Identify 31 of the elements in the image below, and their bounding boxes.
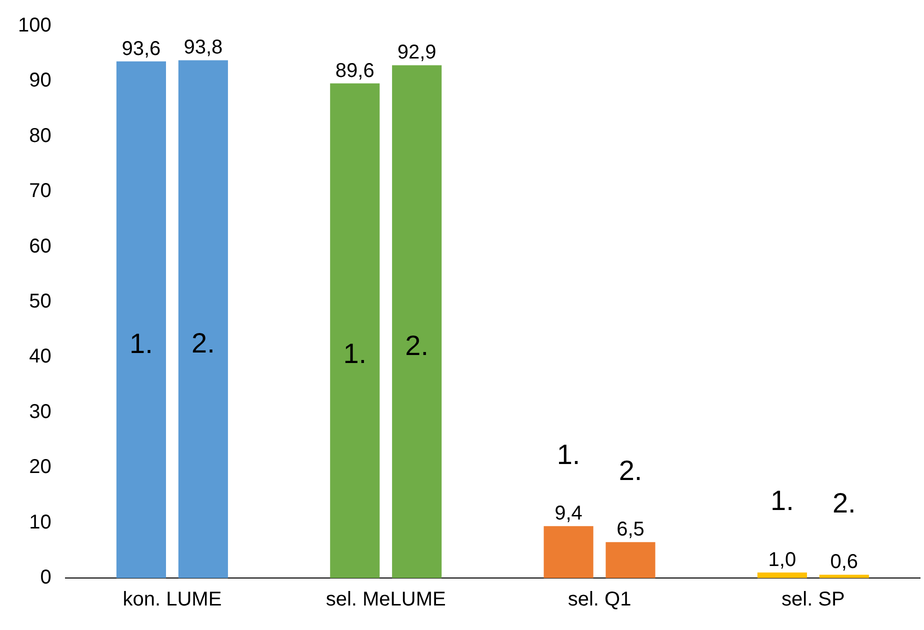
y-tick-label: 100: [18, 14, 52, 37]
data-label: 0,6: [830, 551, 858, 574]
x-tick-label: sel. Q1: [568, 588, 632, 611]
text: 1.: [770, 485, 794, 516]
y-tick-label: 70: [29, 180, 52, 202]
y-tick-label: 90: [29, 70, 52, 92]
data-label: 6,5: [616, 518, 644, 541]
data-label: 93,8: [184, 36, 223, 59]
x-tick-label: kon. LUME: [122, 588, 222, 611]
text: 2.: [832, 487, 856, 518]
y-tick-label: 30: [29, 400, 52, 423]
text: 1.: [343, 338, 367, 370]
data-label: 89,6: [335, 60, 374, 82]
y-tick-label: 60: [29, 235, 52, 258]
data-label: 1,0: [768, 548, 796, 571]
x-tick-label: sel. MeLUME: [326, 588, 446, 611]
y-tick-label: 0: [40, 566, 52, 589]
series-label: 1.: [130, 328, 153, 360]
series-label: 2.: [405, 330, 429, 361]
y-tick-label: 50: [29, 290, 52, 313]
data-label: 92,9: [397, 42, 436, 64]
y-tick-label: 20: [29, 456, 52, 478]
data-label: 9,4: [554, 502, 582, 525]
x-tick-label: sel. SP: [781, 588, 845, 611]
text: 2.: [618, 454, 642, 486]
y-tick-label: 40: [29, 346, 52, 368]
data-label: 93,6: [122, 38, 161, 60]
text: 1.: [556, 438, 580, 470]
text: 2.: [192, 328, 215, 359]
y-tick-label: 10: [29, 511, 52, 534]
y-tick-label: 80: [29, 124, 52, 147]
